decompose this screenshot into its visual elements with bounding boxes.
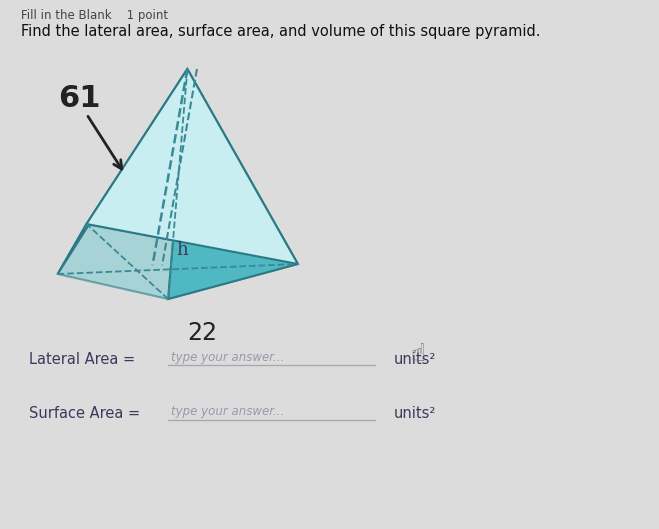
Text: Find the lateral area, surface area, and volume of this square pyramid.: Find the lateral area, surface area, and… [21,24,540,39]
Text: 61: 61 [57,84,100,113]
Text: Lateral Area =: Lateral Area = [29,351,140,367]
Polygon shape [57,224,298,299]
Text: type your answer...: type your answer... [171,406,284,418]
Text: type your answer...: type your answer... [171,351,284,363]
Polygon shape [57,69,187,274]
Text: ☝: ☝ [411,342,426,366]
Text: units²: units² [394,406,436,422]
Text: 22: 22 [186,321,217,345]
Text: h: h [177,241,188,259]
Text: Fill in the Blank    1 point: Fill in the Blank 1 point [21,9,168,22]
Polygon shape [168,69,298,299]
Polygon shape [86,69,298,264]
Text: units²: units² [394,351,436,367]
Text: Surface Area =: Surface Area = [29,406,144,422]
